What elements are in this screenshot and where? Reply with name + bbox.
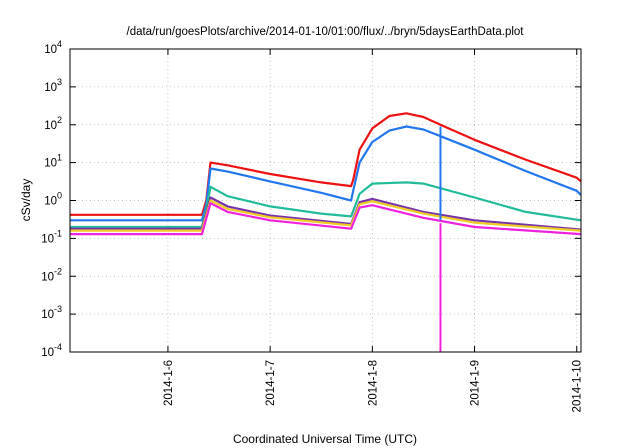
x-tick-label: 2014-1-9 [470, 360, 482, 406]
y-tick-label: 101 [44, 153, 62, 170]
series-line-1 [70, 112, 582, 216]
y-tick-label: 100 [44, 191, 62, 208]
x-tick-labels: 2014-1-6 2014-1-7 2014-1-8 2014-1-9 2014-1-1… [163, 360, 584, 412]
y-tick-label: 10-3 [41, 304, 62, 321]
y-axis-label: cSv/day [19, 179, 33, 222]
series-line-3 [70, 181, 582, 229]
series-layer [70, 112, 582, 352]
y-tick-label: 10-1 [41, 228, 62, 245]
x-tick-label: 2014-1-6 [163, 360, 175, 406]
chart-title: /data/run/goesPlots/archive/2014-01-10/0… [127, 26, 525, 38]
y-tick-label: 103 [44, 77, 62, 94]
y-tick-label: 10-4 [41, 342, 62, 359]
series-line-2 [70, 125, 582, 222]
grid [70, 49, 581, 352]
x-tick-label: 2014-1-10 [572, 360, 584, 412]
x-tick-label: 2014-1-7 [265, 360, 277, 406]
x-axis-label: Coordinated Universal Time (UTC) [233, 432, 417, 446]
series-line-6 [70, 202, 582, 236]
y-tick-label: 104 [44, 39, 62, 56]
y-tick-label: 102 [44, 115, 62, 132]
x-tick-label: 2014-1-8 [367, 360, 379, 406]
y-tick-label: 10-2 [41, 266, 62, 283]
ticks [70, 48, 581, 353]
y-tick-labels: 10-4 10-3 10-2 10-1 100 101 102 103 104 [41, 39, 62, 359]
